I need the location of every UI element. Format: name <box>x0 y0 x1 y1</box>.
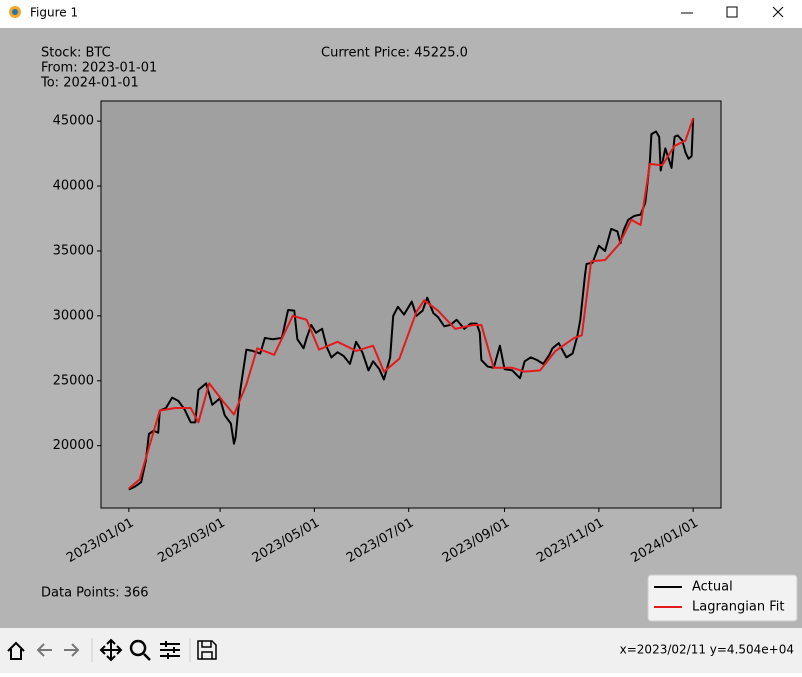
window-title: Figure 1 <box>30 6 78 20</box>
annotation: Current Price: 45225.0 <box>321 46 468 61</box>
y-tick-label: 35000 <box>53 243 94 258</box>
status-text: x=2023/02/11 y=4.504e+04 <box>620 643 794 657</box>
axes-frame <box>100 100 722 509</box>
app-icon <box>9 6 21 18</box>
title-bar <box>0 0 802 28</box>
configure-button[interactable] <box>160 641 180 659</box>
maximize-button[interactable] <box>726 6 738 18</box>
pan-button[interactable] <box>99 638 123 662</box>
y-tick-label: 25000 <box>53 373 94 388</box>
annotation: From: 2023-01-01 <box>41 61 157 76</box>
toolbar <box>0 628 802 673</box>
forward-button[interactable] <box>64 643 80 657</box>
legend <box>647 574 798 622</box>
y-tick-label: 45000 <box>53 114 94 129</box>
annotation: To: 2024-01-01 <box>40 76 139 91</box>
y-tick-label: 30000 <box>53 308 94 323</box>
back-button[interactable] <box>36 643 52 657</box>
legend-label: Actual <box>692 580 733 595</box>
zoom-button[interactable] <box>129 639 151 661</box>
series-line <box>128 118 695 491</box>
legend-label: Lagrangian Fit <box>692 600 784 615</box>
close-button[interactable] <box>772 6 784 18</box>
y-tick-label: 40000 <box>53 179 94 194</box>
home-button[interactable] <box>7 641 25 660</box>
series-line <box>128 117 695 490</box>
annotation: Data Points: 366 <box>41 586 149 601</box>
annotation: Stock: BTC <box>41 46 111 61</box>
y-tick-label: 20000 <box>53 438 94 453</box>
save-button[interactable] <box>197 640 217 660</box>
